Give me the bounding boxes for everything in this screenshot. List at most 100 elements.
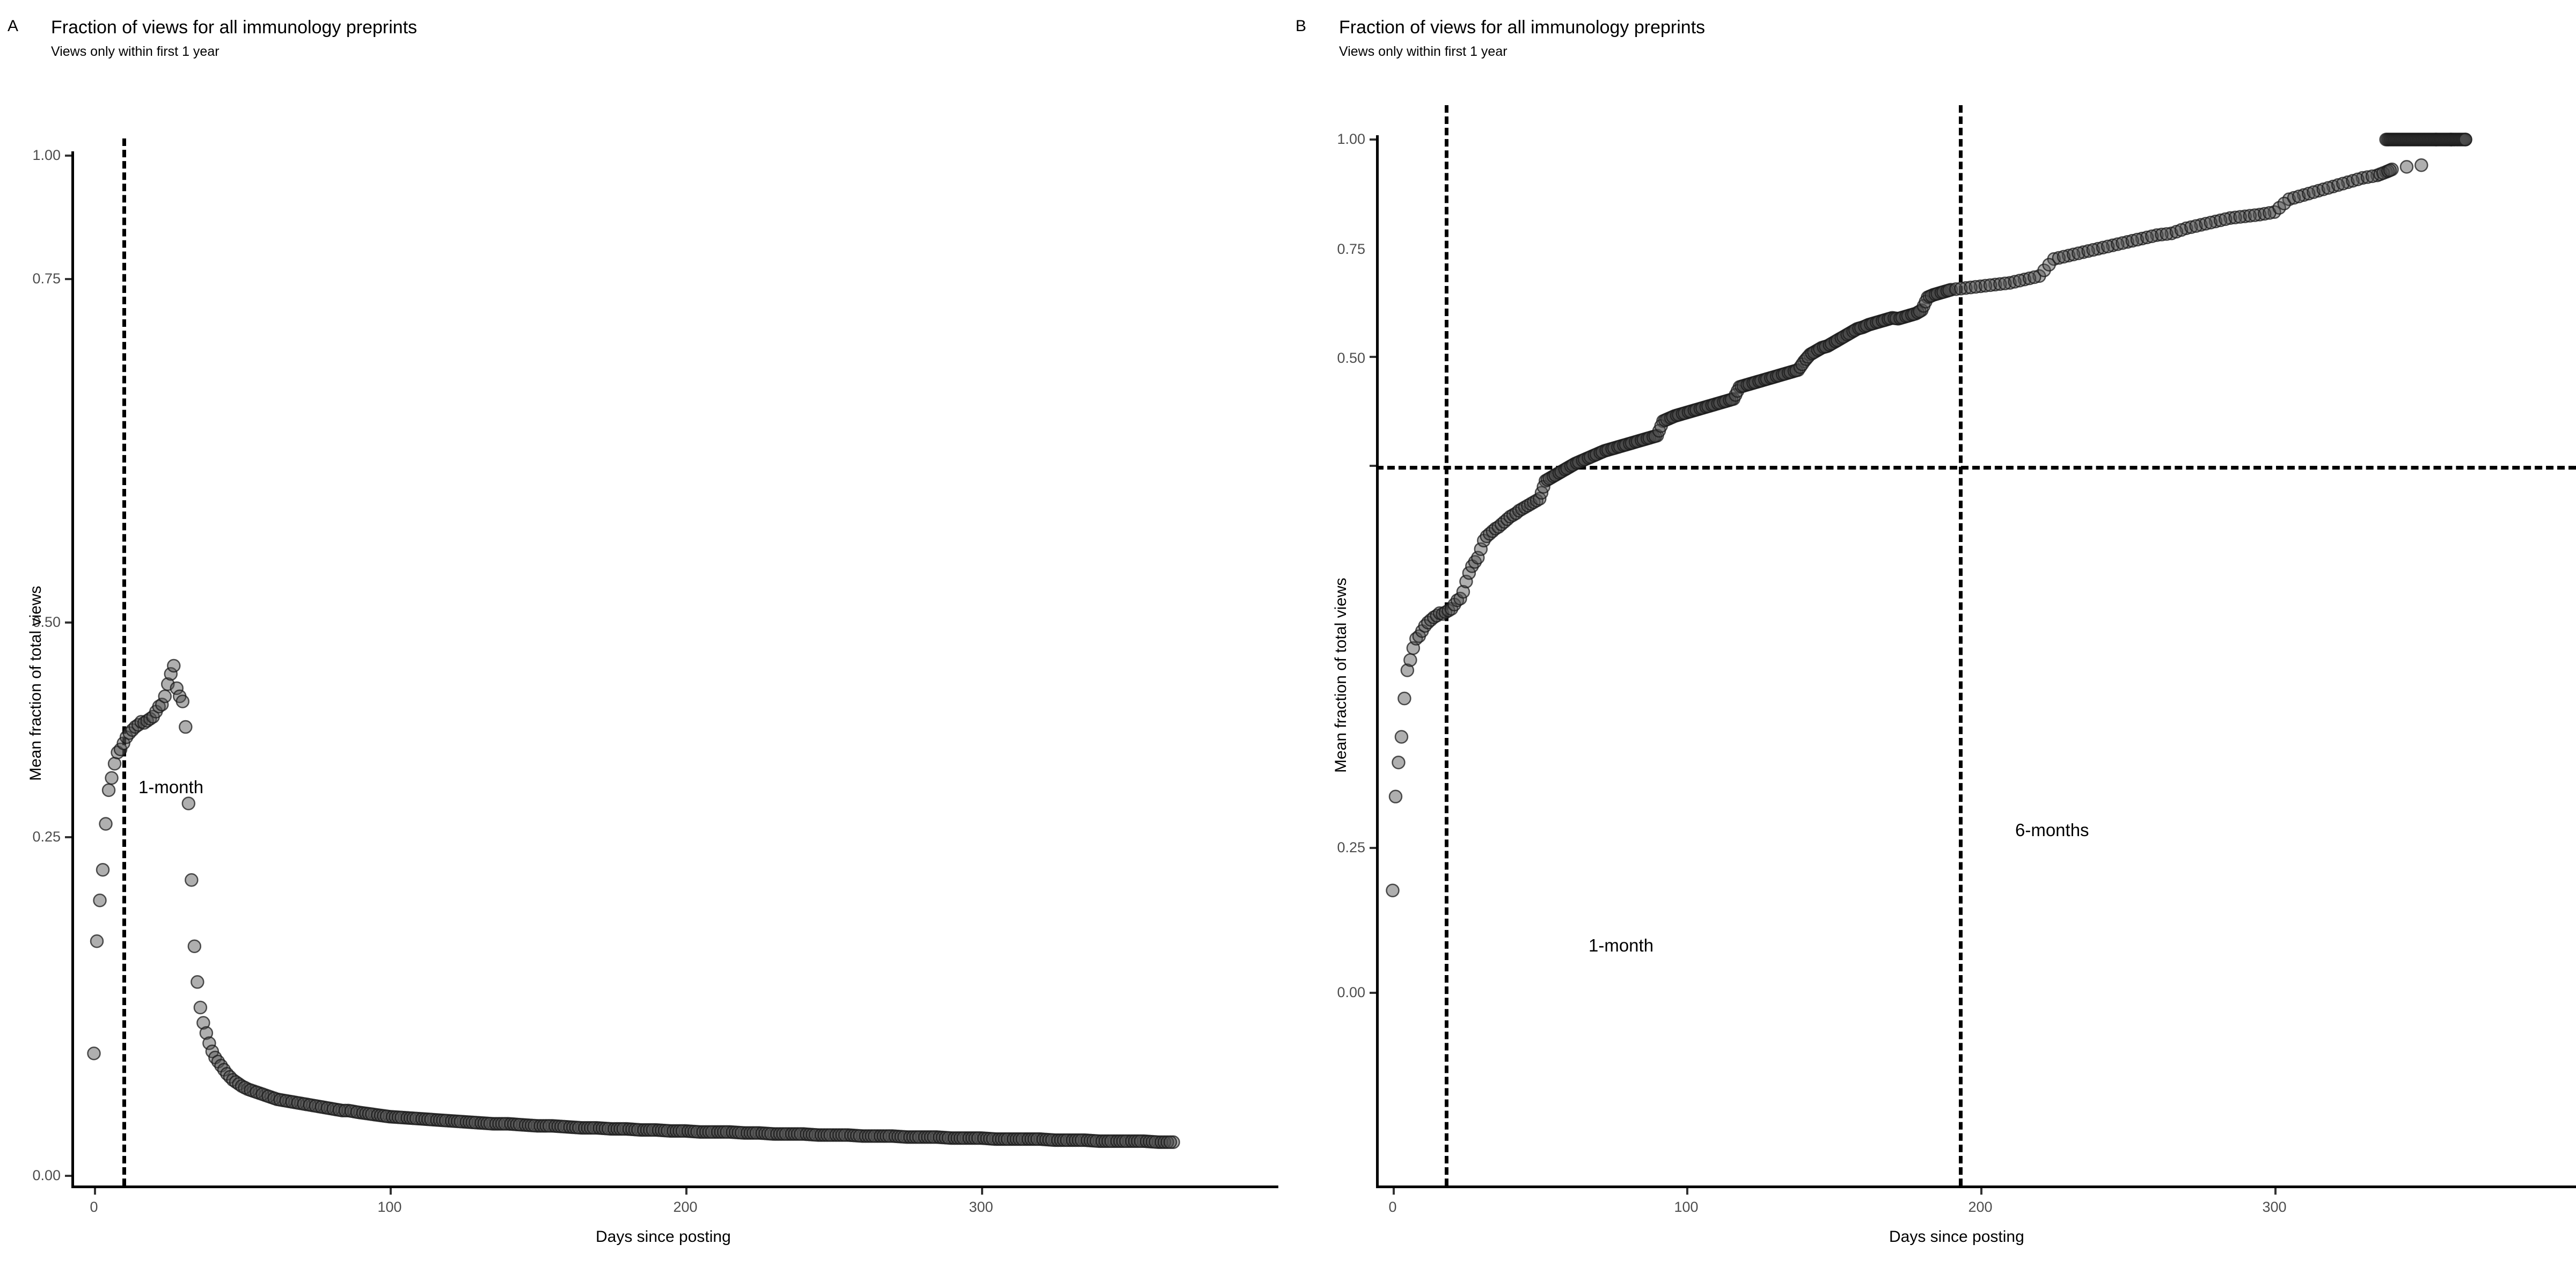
panel-b-subtitle: Views only within first 1 year [1339, 44, 1507, 59]
panel-a-xtick-4 [981, 1188, 983, 1195]
scatter-point [2027, 270, 2041, 284]
panel-b-letter: B [1296, 17, 1307, 35]
scatter-point [1456, 584, 1470, 599]
panel-a-ytick-1 [65, 155, 71, 157]
scatter-point [158, 689, 172, 704]
scatter-point [2052, 251, 2066, 265]
panel-b-ytick-label-4: 0.25 [1337, 839, 1365, 855]
scatter-point [2228, 210, 2242, 224]
scatter-point [191, 975, 204, 989]
panel-a-ytick-4 [65, 836, 71, 838]
scatter-point [2125, 233, 2140, 248]
scatter-point [2414, 158, 2428, 172]
scatter-point [2155, 228, 2169, 241]
scatter-point [175, 694, 190, 708]
scatter-point [2238, 209, 2252, 223]
scatter-point [181, 796, 196, 810]
scatter-point [164, 667, 178, 681]
panel-a-annotation-1month: 1-month [138, 777, 204, 797]
scatter-point [2022, 271, 2037, 286]
scatter-point [167, 658, 181, 673]
panel-b-xtick-4 [2274, 1188, 2277, 1195]
scatter-point [2111, 237, 2125, 251]
panel-b-xtick-2 [1686, 1188, 1688, 1195]
panel-b-xtick-label-4: 300 [2262, 1199, 2287, 1215]
scatter-point [1163, 1135, 1177, 1150]
scatter-point [2458, 133, 2472, 147]
scatter-point [1392, 755, 1406, 770]
scatter-point [90, 934, 104, 948]
scatter-point [1949, 282, 1963, 296]
scatter-point [2140, 230, 2154, 245]
scatter-point [1474, 542, 1488, 556]
scatter-point [1988, 277, 2002, 292]
panel-b-ytick-label-1: 1.00 [1337, 131, 1365, 147]
panel-a-xtick-1 [94, 1188, 96, 1195]
panel-b-href-half [1376, 466, 2576, 470]
scatter-point [2081, 244, 2095, 258]
panel-a-xtick-label-2: 100 [377, 1199, 402, 1215]
scatter-point [1954, 281, 1968, 296]
panel-a-xtick-label-1: 0 [90, 1199, 98, 1215]
panel-a-xtick-2 [390, 1188, 392, 1195]
panel-a-ytick-label-2: 0.75 [32, 270, 61, 287]
scatter-point [1453, 591, 1467, 606]
panel-a-letter: A [8, 17, 19, 35]
panel-a: A Fraction of views for all immunology p… [8, 17, 1278, 1245]
panel-b-xtick-1 [1393, 1188, 1395, 1195]
panel-b-vref-1month [1445, 105, 1448, 1186]
scatter-point [99, 817, 113, 831]
scatter-point [1983, 278, 1997, 292]
scatter-point [2008, 275, 2022, 289]
panel-b-ytick-1 [1370, 138, 1376, 141]
scatter-point [87, 1046, 101, 1060]
panel-a-y-axis-line [71, 151, 74, 1188]
scatter-point [1993, 277, 2007, 291]
scatter-point [199, 1026, 214, 1040]
panel-a-xtick-label-4: 300 [969, 1199, 993, 1215]
scatter-point [179, 720, 193, 734]
panel-b-ytick-2 [1370, 356, 1376, 358]
scatter-point [2360, 170, 2375, 184]
panel-a-scatter-points [87, 658, 1180, 1150]
scatter-point [155, 697, 169, 712]
scatter-point [2252, 208, 2267, 222]
scatter-point [2399, 160, 2414, 174]
scatter-point [1394, 730, 1409, 744]
scatter-point [1400, 663, 1415, 677]
panel-b-vref-6months [1959, 105, 1963, 1186]
scatter-point [1959, 281, 1973, 295]
scatter-point [1397, 691, 1411, 706]
panel-a-ytick-5 [65, 1175, 71, 1177]
scatter-point [1978, 279, 1993, 293]
scatter-point [1388, 789, 1403, 804]
scatter-point [2096, 240, 2110, 255]
panel-b-xtick-3 [1980, 1188, 1982, 1195]
scatter-point [185, 873, 199, 887]
panel-a-vref-1month [122, 138, 126, 1186]
panel-a-ytick-label-5: 0.00 [32, 1167, 61, 1183]
panel-b-ytick-4 [1370, 847, 1376, 849]
scatter-point [107, 757, 122, 771]
scatter-point [2184, 220, 2198, 234]
scatter-point [1973, 279, 1988, 294]
scatter-point [2257, 207, 2272, 221]
scatter-point [170, 681, 184, 696]
panel-b-xtick-label-2: 100 [1674, 1199, 1699, 1215]
panel-a-title: Fraction of views for all immunology pre… [51, 17, 418, 38]
panel-b-annotation-6months: 6-months [2015, 820, 2089, 840]
scatter-point [2067, 247, 2081, 261]
scatter-point [93, 893, 107, 908]
panel-b-ytick-label-2: 0.75 [1337, 241, 1365, 257]
scatter-point [2213, 213, 2228, 228]
panel-a-xtick-3 [685, 1188, 687, 1195]
scatter-point [101, 783, 116, 797]
panel-b-xtick-label-1: 0 [1388, 1199, 1397, 1215]
scatter-point [96, 862, 110, 877]
panel-b-y-axis-line [1376, 135, 1379, 1188]
scatter-point [2199, 217, 2213, 231]
scatter-point [2248, 208, 2262, 222]
panel-b-plot-area: 1.00 0.75 0.50 0.25 0.00 0 100 200 300 D… [1288, 0, 2576, 1288]
scatter-point [202, 1036, 216, 1050]
